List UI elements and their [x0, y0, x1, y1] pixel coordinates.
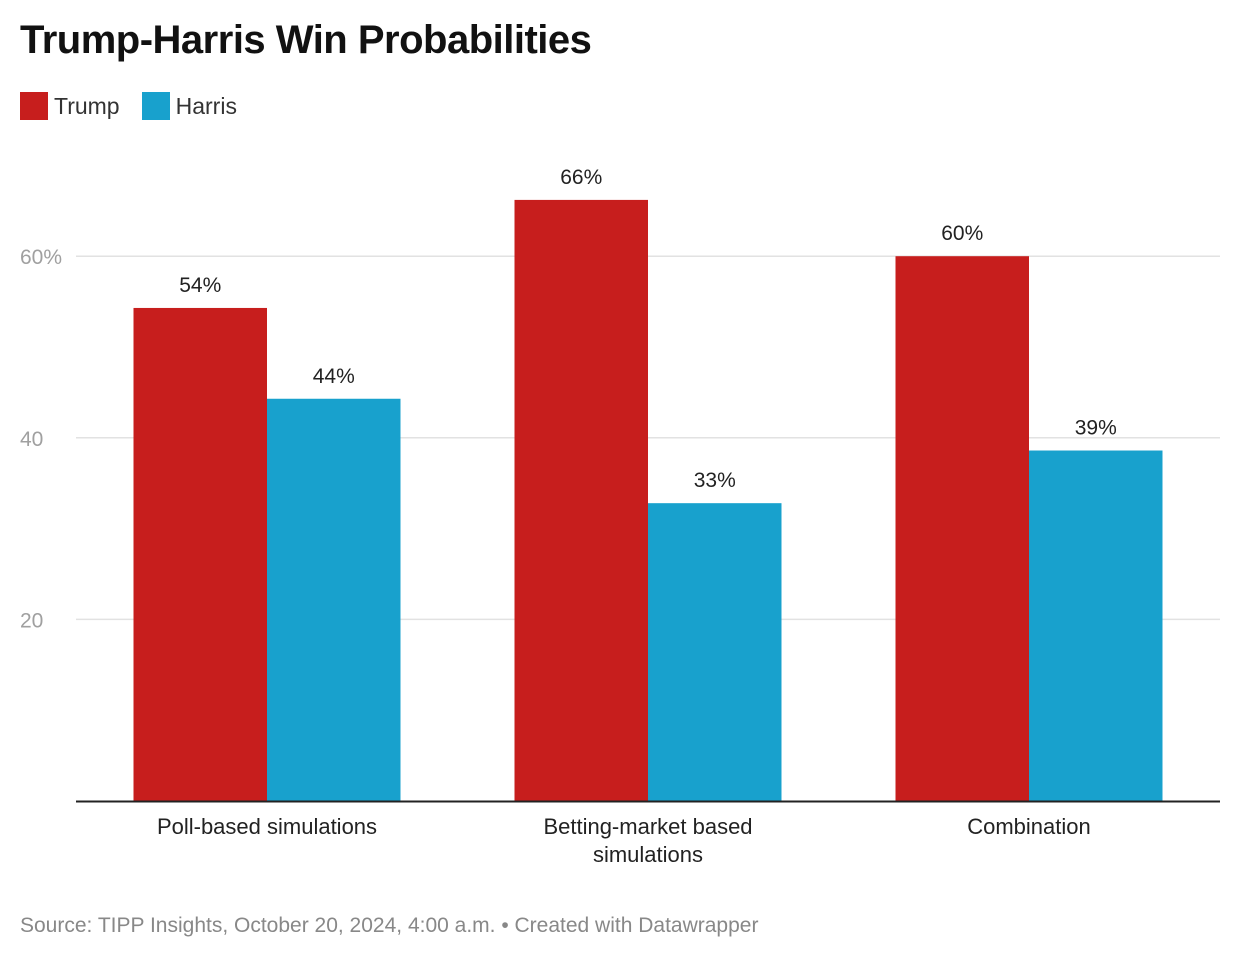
value-label-trump-0: 54% [179, 274, 221, 297]
y-tick-label-60: 60% [20, 246, 62, 269]
legend-item-trump: Trump [20, 92, 120, 120]
value-label-trump-1: 66% [560, 166, 602, 189]
category-label-line: Combination [967, 814, 1091, 839]
bar-harris-1 [648, 503, 782, 801]
value-label-trump-2: 60% [941, 222, 983, 245]
category-label-0: Poll-based simulations [157, 814, 377, 839]
chart-title: Trump-Harris Win Probabilities [20, 18, 592, 62]
y-tick-label-20: 20 [20, 609, 43, 632]
category-label-1: Betting-market based simulations [543, 814, 752, 867]
value-label-harris-0: 44% [313, 365, 355, 388]
value-label-harris-2: 39% [1075, 417, 1117, 440]
bar-trump-1 [514, 199, 648, 802]
category-label-2: Combination [967, 814, 1091, 839]
category-label-line: Poll-based simulations [157, 814, 377, 839]
source-note: Source: TIPP Insights, October 20, 2024,… [20, 914, 759, 937]
category-label-line: simulations [593, 842, 703, 867]
legend-swatch-trump [20, 92, 48, 120]
category-label-line: Betting-market based [543, 814, 752, 839]
legend-label-harris: Harris [175, 92, 237, 119]
bar-harris-2 [1029, 450, 1163, 801]
bar-trump-2 [895, 256, 1029, 801]
bar-harris-0 [267, 398, 401, 801]
y-tick-label-40: 40 [20, 428, 43, 451]
legend-label-trump: Trump [54, 92, 120, 119]
legend: Trump Harris [20, 92, 259, 120]
legend-swatch-harris [141, 92, 170, 120]
legend-item-harris: Harris [141, 92, 237, 120]
value-label-harris-1: 33% [694, 469, 736, 492]
bar-trump-0 [133, 307, 267, 801]
